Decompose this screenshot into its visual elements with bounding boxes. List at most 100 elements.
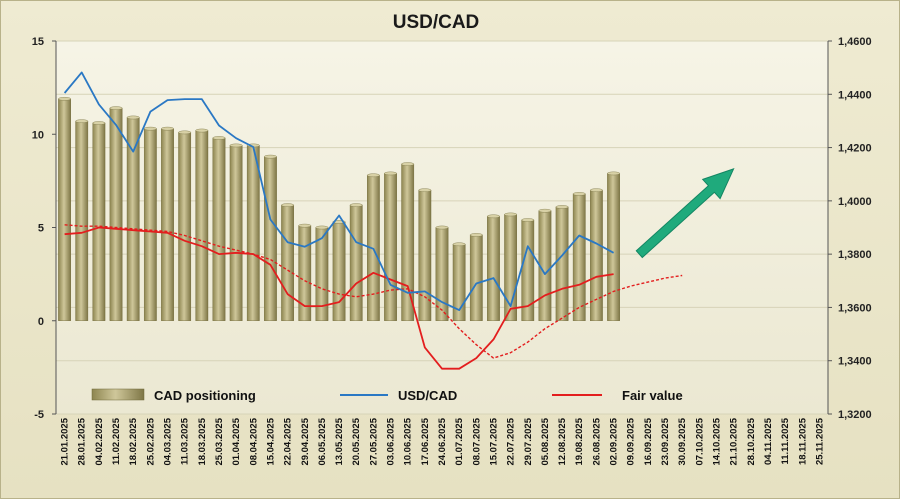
x-tick-label: 08.07.2025 <box>471 417 482 465</box>
left-tick-label: -5 <box>34 409 44 421</box>
cad-positioning-bar-top <box>590 188 603 192</box>
cad-positioning-bar-top <box>538 208 552 213</box>
right-tick-label: 1,3800 <box>838 249 872 261</box>
x-tick-label: 05.08.2025 <box>540 417 551 465</box>
x-tick-label: 27.05.2025 <box>368 417 379 465</box>
cad-positioning-bar <box>212 137 226 321</box>
right-axis-ticks: 1,3200 1,3400 1,3600 1,3800 1,4000 1,4200 1,44… <box>828 36 872 421</box>
x-tick-label: 16.09.2025 <box>643 417 654 465</box>
x-tick-label: 26.08.2025 <box>591 417 602 465</box>
x-tick-label: 06.05.2025 <box>317 417 328 465</box>
cad-positioning-bar-top <box>195 128 209 133</box>
cad-positioning-bar <box>109 107 123 321</box>
right-tick-label: 1,4200 <box>838 143 872 155</box>
cad-positioning-bar-top <box>607 171 620 176</box>
cad-positioning-bar <box>487 216 500 321</box>
cad-positioning-bar <box>401 163 415 321</box>
cad-positioning-bar-top <box>401 162 415 166</box>
cad-positioning-bar-top <box>298 223 312 228</box>
cad-positioning-bar-top <box>487 214 500 219</box>
cad-positioning-bar <box>143 128 157 321</box>
legend-usdcad: USD/CAD <box>398 388 457 403</box>
cad-positioning-bar <box>246 145 260 321</box>
trend-arrow-shape <box>635 168 735 259</box>
x-tick-label: 28.01.2025 <box>77 417 88 465</box>
cad-positioning-bar <box>469 234 483 321</box>
x-tick-label: 12.08.2025 <box>557 417 568 465</box>
cad-positioning-bar-top <box>504 212 517 217</box>
cad-positioning-bar-top <box>126 115 140 120</box>
cad-positioning-bar <box>58 98 71 321</box>
cad-positioning-bar <box>161 128 174 321</box>
cad-positioning-bar-top <box>469 233 483 237</box>
cad-positioning-bar <box>384 173 397 321</box>
x-tick-label: 25.11.2025 <box>814 417 825 465</box>
cad-positioning-bar-top <box>212 136 226 140</box>
x-tick-label: 22.04.2025 <box>283 417 294 465</box>
legend-fair-value: Fair value <box>622 388 683 403</box>
cad-positioning-bar-top <box>264 154 277 159</box>
cad-positioning-bar <box>126 117 140 321</box>
fair-value-trend-line <box>64 224 683 359</box>
right-tick-label: 1,4600 <box>838 36 872 48</box>
x-tick-label: 15.07.2025 <box>488 417 499 465</box>
cad-positioning-bar-top <box>75 119 89 123</box>
x-tick-label: 11.02.2025 <box>111 417 122 465</box>
cad-positioning-bar <box>195 130 209 321</box>
x-tick-label: 07.10.2025 <box>694 417 705 465</box>
cad-positioning-bar-top <box>384 171 397 176</box>
x-tick-label: 21.10.2025 <box>729 417 740 465</box>
cad-positioning-bar-top <box>229 143 243 148</box>
x-tick-label: 09.09.2025 <box>626 417 637 465</box>
x-tick-label: 04.02.2025 <box>94 417 105 465</box>
cad-positioning-bar <box>92 122 106 321</box>
cad-positioning-bar-top <box>58 97 71 101</box>
x-tick-label: 29.04.2025 <box>300 417 311 465</box>
usdcad-line <box>63 71 615 311</box>
legend-bar-swatch <box>91 388 145 401</box>
x-tick-label: 13.05.2025 <box>334 417 345 465</box>
x-tick-label: 19.08.2025 <box>574 417 585 465</box>
cad-positioning-bar-top <box>452 242 466 247</box>
cad-positioning-bar <box>178 132 192 321</box>
x-tick-label: 18.02.2025 <box>128 417 139 465</box>
left-axis-ticks: -5 0 5 10 15 <box>32 36 56 421</box>
x-tick-label: 11.03.2025 <box>180 417 191 465</box>
x-tick-label: 04.11.2025 <box>763 417 774 465</box>
cad-positioning-bar-top <box>435 225 449 230</box>
x-tick-label: 04.03.2025 <box>163 417 174 465</box>
cad-positioning-bar <box>332 221 346 321</box>
cad-positioning-bar <box>572 193 586 321</box>
cad-positioning-bar <box>555 206 569 321</box>
x-tick-label: 18.03.2025 <box>197 417 208 465</box>
cad-positioning-bar-top <box>281 203 294 207</box>
x-tick-label: 25.02.2025 <box>145 417 156 465</box>
x-tick-label: 01.04.2025 <box>231 417 242 465</box>
right-tick-label: 1,3200 <box>838 409 872 421</box>
series-lines <box>63 71 683 370</box>
x-tick-label: 30.09.2025 <box>677 417 688 465</box>
x-tick-label: 01.07.2025 <box>454 417 465 465</box>
cad-positioning-bar-top <box>315 225 329 230</box>
cad-positioning-bar-top <box>367 173 380 178</box>
cad-positioning-bar <box>349 204 363 321</box>
x-tick-label: 14.10.2025 <box>711 417 722 465</box>
x-tick-label: 22.07.2025 <box>506 417 517 465</box>
x-tick-label: 18.11.2025 <box>797 417 808 465</box>
trend-arrow <box>635 168 735 259</box>
chart-title: USD/CAD <box>393 12 480 33</box>
cad-positioning-bar <box>75 120 89 321</box>
left-tick-label: 10 <box>32 129 44 141</box>
cad-positioning-bar-top <box>92 121 106 125</box>
cad-positioning-bar <box>607 173 620 321</box>
cad-positioning-bar-top <box>555 205 569 209</box>
x-tick-label: 02.09.2025 <box>609 417 620 465</box>
x-tick-label: 28.10.2025 <box>746 417 757 465</box>
cad-positioning-bar-top <box>349 203 363 207</box>
left-tick-label: 0 <box>38 316 44 328</box>
x-tick-label: 08.04.2025 <box>248 417 259 465</box>
legend-cad-positioning: CAD positioning <box>154 388 256 403</box>
cad-positioning-bar-top <box>521 218 535 222</box>
x-tick-label: 17.06.2025 <box>420 417 431 465</box>
x-axis-ticks: 21.01.2025 28.01.2025 04.02.2025 11.02.2025… <box>60 417 826 465</box>
